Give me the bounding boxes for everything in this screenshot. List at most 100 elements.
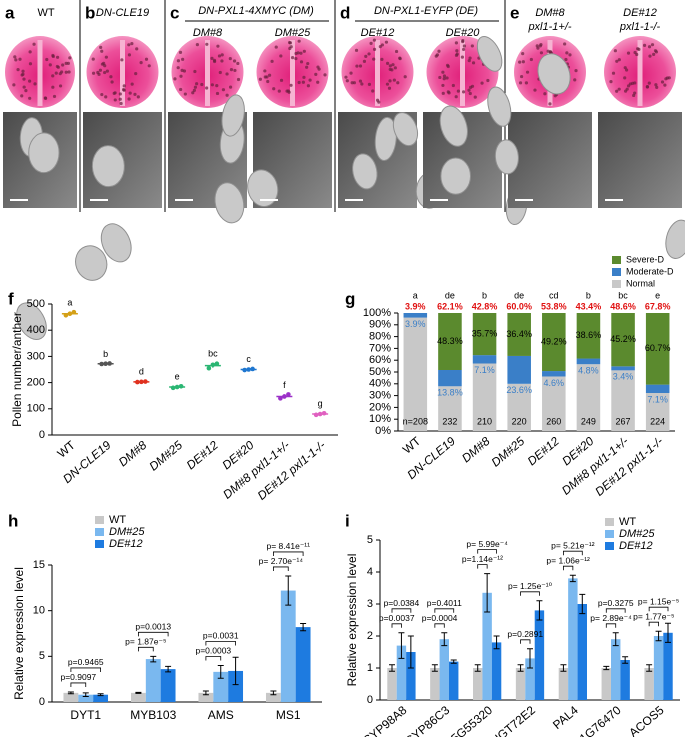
- error-bar: [135, 691, 142, 694]
- data-label: 36.4%: [506, 329, 532, 339]
- pollen-dot: [122, 84, 126, 88]
- image-label: WT: [37, 7, 54, 19]
- y-tick-label: 20%: [369, 401, 391, 413]
- pollen-dot: [664, 77, 668, 81]
- p-value: p=0.0384: [384, 598, 420, 608]
- significance-bracket: [391, 608, 412, 613]
- pollen-dot: [388, 64, 392, 68]
- pollen-dot: [316, 65, 320, 69]
- significance-bracket: [605, 608, 626, 613]
- x-tick-label: DM#25: [146, 438, 185, 474]
- error-bar: [150, 655, 157, 663]
- x-tick-label: WT: [400, 434, 424, 457]
- n-label: 232: [442, 416, 457, 426]
- pollen-dot: [471, 61, 476, 65]
- pollen-dot: [314, 72, 318, 76]
- bar: [482, 592, 492, 700]
- pollen-dot: [229, 68, 234, 72]
- n-label: n=208: [403, 416, 428, 426]
- image-label: DM#8: [193, 27, 223, 39]
- significance-bracket: [70, 682, 87, 687]
- x-tick-label: DE#12: [525, 434, 562, 469]
- bar: [63, 692, 79, 702]
- bar: [653, 636, 664, 700]
- data-label: 60.7%: [645, 343, 671, 353]
- group-letter: e: [655, 290, 660, 300]
- legend-swatch: [605, 530, 614, 538]
- bar: [78, 694, 94, 702]
- pollen-dot: [279, 54, 283, 58]
- pollen-dot: [18, 57, 22, 61]
- pollen-dot: [181, 57, 185, 61]
- p-value: p= 1.87e⁻⁵: [125, 637, 166, 647]
- pollen-dot: [454, 53, 459, 57]
- significance-bracket: [205, 656, 222, 661]
- legend-label: WT: [109, 514, 126, 526]
- pollen-dot: [468, 56, 472, 60]
- pollen-dot: [438, 75, 442, 80]
- pollen-dot: [100, 92, 104, 97]
- pollen-dot: [236, 61, 240, 66]
- pollen-dot: [354, 48, 359, 52]
- bar: [568, 578, 578, 700]
- bar: [387, 668, 397, 700]
- pollen-dot: [130, 42, 134, 46]
- p-value: p=0.9097: [60, 672, 96, 682]
- bar: [644, 668, 654, 700]
- n-label: 220: [512, 416, 527, 426]
- significance-bracket: [273, 551, 304, 556]
- pollen-dot: [178, 50, 183, 54]
- pollen-dot: [398, 57, 402, 61]
- pollen-dot: [626, 51, 631, 55]
- pollen-dot: [182, 69, 187, 73]
- data-label: 3.9%: [405, 319, 426, 329]
- pollen-dot: [28, 50, 32, 54]
- significance-bracket: [477, 549, 497, 554]
- pollen-dot: [667, 76, 671, 80]
- pollen-dot: [113, 91, 117, 95]
- bar-segment: [507, 355, 531, 384]
- y-tick-label: 60%: [369, 354, 391, 366]
- pollen-dot: [437, 49, 441, 53]
- data-label: 7.1%: [647, 394, 668, 404]
- pollen-dot: [308, 78, 312, 82]
- pollen-dot: [135, 47, 139, 51]
- y-tick-label: 4: [367, 566, 373, 578]
- pollen-dot: [288, 46, 292, 51]
- total-label: 62.1%: [437, 301, 463, 311]
- n-label: 210: [477, 416, 492, 426]
- data-point: [170, 385, 176, 391]
- pollen-dot: [564, 57, 568, 62]
- error-bar: [579, 593, 586, 615]
- pollen-dot: [233, 68, 237, 73]
- pollen-dot: [543, 92, 547, 96]
- x-tick-label: DM#25: [489, 434, 528, 470]
- significance-bracket: [520, 591, 540, 596]
- pollen-dot: [205, 86, 209, 90]
- bar-segment: [645, 313, 670, 385]
- pollen-dot: [216, 44, 220, 48]
- pollen-dot: [215, 91, 220, 96]
- pollen-dot: [660, 80, 665, 84]
- legend-label: Normal: [626, 278, 655, 288]
- bar: [396, 645, 407, 700]
- pollen-dot: [266, 79, 270, 84]
- bar: [145, 659, 161, 702]
- sem-pollen: [247, 169, 279, 207]
- data-label: 49.2%: [541, 336, 567, 346]
- pollen-dot: [64, 61, 68, 65]
- bar: [558, 668, 569, 700]
- pollen-dot: [451, 83, 455, 88]
- pollen-dot: [270, 59, 274, 63]
- x-tick-label: CYP86C3: [402, 703, 452, 737]
- data-label: 48.3%: [437, 336, 463, 346]
- significance-bracket: [205, 641, 236, 646]
- pollen-dot: [128, 91, 132, 95]
- error-bar: [484, 573, 491, 613]
- bar-segment: [576, 364, 601, 431]
- pollen-dot: [263, 75, 267, 79]
- bar-segment: [611, 313, 635, 367]
- significance-bracket: [648, 621, 659, 627]
- x-tick-label: DE#12: [184, 438, 221, 473]
- pollen-dot: [52, 94, 57, 99]
